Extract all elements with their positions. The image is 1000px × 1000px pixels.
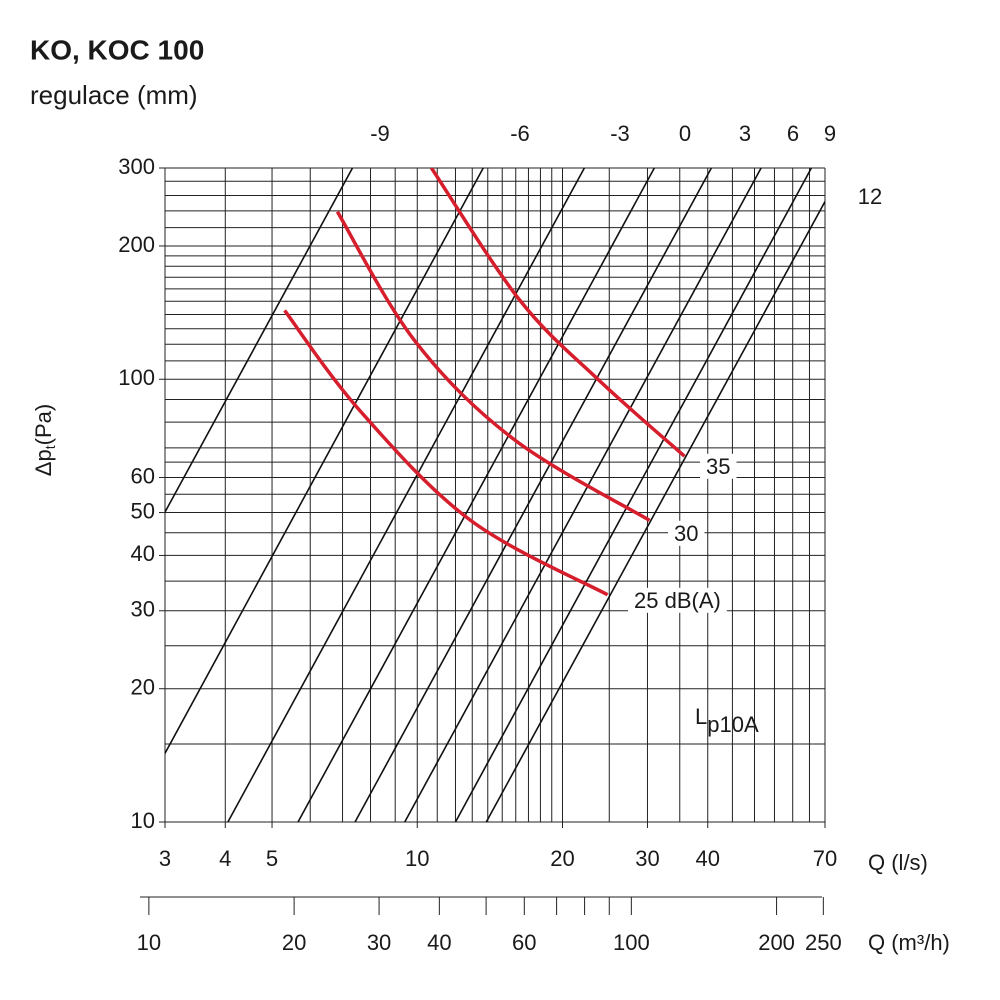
y-label-unit: (Pa) xyxy=(31,404,56,446)
annotation-sub: p10A xyxy=(707,712,759,737)
damper-label: -3 xyxy=(610,121,630,146)
x-tick-label: 5 xyxy=(266,846,278,871)
chart-subtitle: regulace (mm) xyxy=(30,80,198,110)
y-tick-label: 300 xyxy=(118,154,155,179)
damper-label: 12 xyxy=(858,184,882,209)
y-tick-label: 60 xyxy=(131,463,155,488)
overlay: -9 -6 -3 0 3 6 9 12 35 30 25 dB(A) xyxy=(370,121,882,613)
y-tick-label: 50 xyxy=(131,498,155,523)
damper-label: 6 xyxy=(787,121,799,146)
noise-label-bg xyxy=(668,520,705,546)
x-tick-label: 3 xyxy=(159,846,171,871)
x-tick-label: 30 xyxy=(635,846,659,871)
noise-label: 35 xyxy=(706,454,730,479)
x2-tick-label: 100 xyxy=(613,930,650,955)
damper-line xyxy=(454,168,813,822)
damper-label: 3 xyxy=(739,121,751,146)
damper-line xyxy=(354,168,713,822)
annotation: Lp10A xyxy=(695,704,759,737)
noise-label-bg xyxy=(628,587,727,613)
y-tick-label: 30 xyxy=(131,597,155,622)
damper-label: -6 xyxy=(510,121,530,146)
x-tick-label: 70 xyxy=(813,846,837,871)
x-tick-label: 10 xyxy=(405,846,429,871)
damper-line xyxy=(227,168,586,822)
noise-label-bg xyxy=(700,453,737,479)
noise-curve xyxy=(335,210,651,522)
x2-tick-label: 20 xyxy=(282,930,306,955)
grid: 10 20 30 40 50 60 100 200 300 3 4 5 10 20 30 40 70 10 20 30… xyxy=(118,154,841,955)
x2-axis-label: Q (m³/h) xyxy=(868,930,950,955)
plot xyxy=(165,168,825,822)
damper-label: 9 xyxy=(824,121,836,146)
x-tick-label: 4 xyxy=(219,846,231,871)
x2-tick-label: 30 xyxy=(367,930,391,955)
x-axis-label: Q (l/s) xyxy=(868,850,928,875)
x-tick-label: 20 xyxy=(550,846,574,871)
x2-tick-label: 60 xyxy=(512,930,536,955)
noise-curve xyxy=(429,168,686,458)
chart-title: KO, KOC 100 xyxy=(30,34,204,65)
y-label-main: Δp xyxy=(31,449,56,476)
noise-curve xyxy=(283,309,609,597)
y-tick-label: 200 xyxy=(118,232,155,257)
annotation-main: L xyxy=(695,704,707,729)
y-axis-label: Δpt(Pa) xyxy=(31,404,58,476)
damper-line xyxy=(404,168,762,822)
y-tick-label: 10 xyxy=(131,808,155,833)
x2-tick-label: 40 xyxy=(427,930,451,955)
x2-tick-label: 250 xyxy=(805,930,842,955)
y-tick-label: 20 xyxy=(131,675,155,700)
y-tick-label: 40 xyxy=(131,541,155,566)
damper-label: -9 xyxy=(370,121,390,146)
x2-tick-label: 10 xyxy=(137,930,161,955)
noise-label: 25 dB(A) xyxy=(634,588,721,613)
x-tick-label: 40 xyxy=(696,846,720,871)
damper-line xyxy=(485,199,825,822)
y-tick-label: 100 xyxy=(118,365,155,390)
damper-label: 0 xyxy=(679,121,691,146)
noise-label: 30 xyxy=(674,521,698,546)
damper-line xyxy=(165,168,484,755)
damper-line xyxy=(165,168,354,514)
x2-tick-label: 200 xyxy=(758,930,795,955)
y-label-sub: t xyxy=(42,445,58,449)
damper-line xyxy=(297,168,656,822)
